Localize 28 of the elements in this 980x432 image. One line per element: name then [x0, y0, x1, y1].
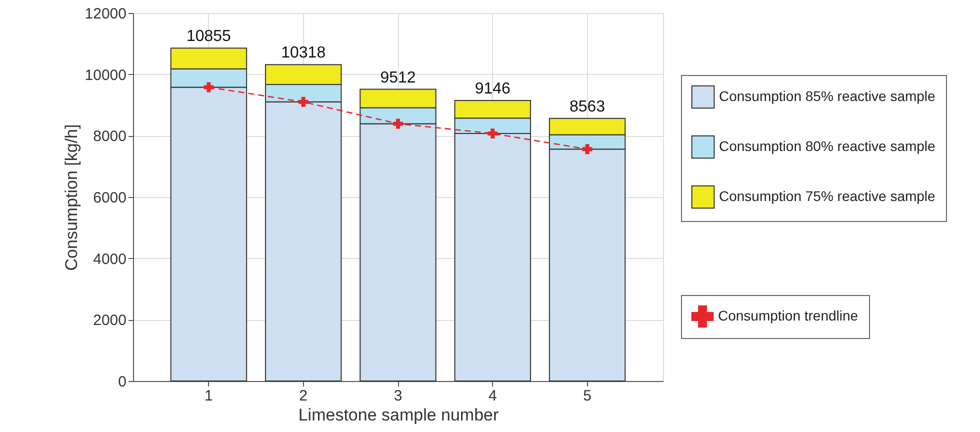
x-tick-label: 5: [583, 388, 592, 404]
point: [204, 82, 214, 92]
legend-label: Consumption trendline: [718, 308, 858, 324]
y-tick-label: 8000: [93, 128, 126, 146]
x-tick-label: 3: [394, 388, 402, 404]
legend-label: Consumption 75% reactive sample: [719, 188, 936, 204]
y-tick-label: 4000: [93, 250, 126, 268]
y-tick-label: 10000: [84, 66, 126, 84]
x-tick-label: 2: [299, 388, 308, 404]
point: [393, 118, 403, 129]
y-axis-title: Consumption [kg/h]: [62, 124, 81, 271]
x-tick-label: 4: [488, 388, 497, 404]
y-tick-label: 6000: [93, 190, 126, 206]
legend-label: Consumption 80% reactive sample: [719, 138, 936, 154]
total-label: 10855: [186, 28, 232, 46]
total-label: 9146: [474, 80, 511, 98]
x-tick-label: 1: [204, 388, 213, 404]
point: [298, 96, 308, 107]
y-tick-label: 0: [118, 374, 126, 390]
total-label: 8563: [569, 98, 606, 116]
legend-label: Consumption 85% reactive sample: [719, 88, 936, 104]
x-axis-title: Limestone sample number: [298, 406, 499, 424]
y-tick-label: 2000: [93, 312, 126, 330]
total-label: 9512: [380, 69, 416, 86]
total-label: 10318: [281, 44, 326, 62]
point: [582, 144, 592, 154]
y-tick-label: 12000: [84, 6, 126, 22]
point: [488, 128, 498, 139]
